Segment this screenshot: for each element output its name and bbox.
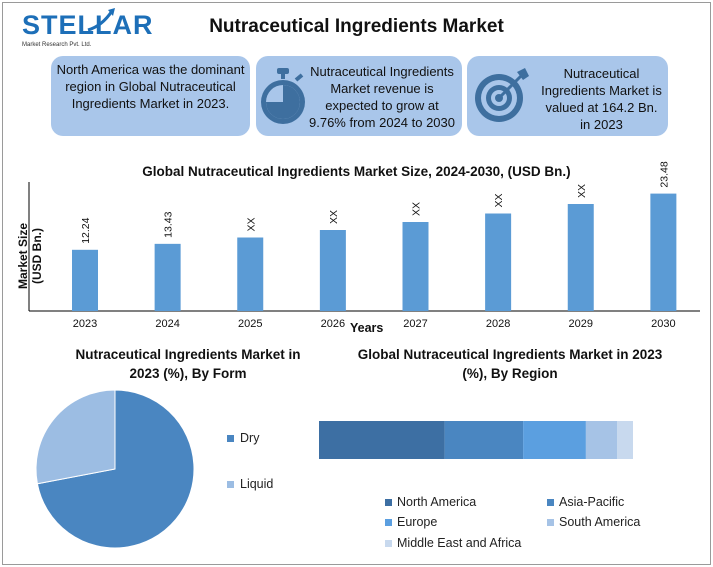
pie-legend-swatch: [227, 435, 234, 442]
pie-slice: [35, 389, 116, 485]
stopwatch-icon: [261, 68, 305, 124]
region-segment: [319, 421, 445, 459]
region-legend-label: North America: [397, 495, 477, 509]
bar: [319, 230, 346, 311]
x-tick-label: 2026: [321, 318, 345, 330]
region-legend-label: Europe: [397, 515, 438, 529]
x-tick-label: 2024: [155, 318, 179, 330]
pie-legend-swatch: [227, 481, 234, 488]
bar: [567, 204, 594, 311]
region-legend-label: South America: [559, 515, 641, 529]
data-label: XX: [411, 202, 423, 216]
data-label: 12.24: [80, 217, 92, 243]
info-box-text: North America was the dominant region in…: [56, 62, 245, 111]
x-tick-label: 2023: [73, 318, 97, 330]
region-chart-title: Global Nutraceutical Ingredients Market …: [357, 347, 663, 381]
x-tick-label: 2027: [403, 318, 427, 330]
region-legend-swatch: [547, 519, 554, 526]
region-legend-swatch: [385, 519, 392, 526]
info-box-text: Nutraceutical Ingredients Market revenue…: [309, 64, 455, 130]
bar-chart-x-axis-label: Years: [350, 321, 384, 335]
region-legend-label: Middle East and Africa: [397, 536, 522, 550]
bar: [402, 222, 429, 311]
region-segment: [617, 421, 633, 459]
bar-chart-title: Global Nutraceutical Ingredients Market …: [142, 164, 571, 179]
region-legend-swatch: [385, 540, 392, 547]
x-tick-label: 2029: [569, 318, 593, 330]
region-segment: [444, 421, 524, 459]
data-label: XX: [328, 210, 340, 224]
region-legend-swatch: [547, 499, 554, 506]
info-box-text: Nutraceutical Ingredients Market is valu…: [541, 66, 662, 132]
page-title: Nutraceutical Ingredients Market: [209, 16, 504, 37]
pie-legend-label: Dry: [240, 431, 260, 445]
x-tick-label: 2030: [651, 318, 675, 330]
pie-legend-label: Liquid: [240, 477, 274, 491]
data-label: XX: [576, 184, 588, 198]
info-box-dominant-region: North America was the dominant region in…: [51, 56, 250, 136]
pie-chart-title: Nutraceutical Ingredients Market in 2023…: [75, 347, 301, 381]
data-label: XX: [493, 193, 505, 207]
bar: [650, 193, 677, 311]
logo-swoosh-icon: [87, 8, 115, 32]
data-label: 23.48: [658, 161, 670, 187]
stellar-logo: STELLAR Market Research Pvt. Ltd.: [8, 6, 153, 52]
region-segment: [585, 421, 618, 459]
x-tick-label: 2025: [238, 318, 262, 330]
logo-subtitle: Market Research Pvt. Ltd.: [22, 42, 92, 48]
bar: [72, 249, 98, 311]
info-box-growth: Nutraceutical Ingredients Market revenue…: [256, 56, 462, 136]
region-legend-label: Asia-Pacific: [559, 495, 625, 509]
info-box-valuation: Nutraceutical Ingredients Market is valu…: [467, 56, 668, 136]
bar: [154, 243, 181, 311]
data-label: 13.43: [163, 211, 175, 237]
target-icon: [475, 68, 529, 122]
data-label: XX: [245, 217, 257, 231]
region-legend-swatch: [385, 499, 392, 506]
region-segment: [523, 421, 586, 459]
bar: [237, 237, 264, 311]
logo-wordmark: STELLAR: [22, 10, 154, 40]
x-tick-label: 2028: [486, 318, 510, 330]
pie-slice: [36, 389, 195, 549]
bar: [485, 213, 512, 311]
